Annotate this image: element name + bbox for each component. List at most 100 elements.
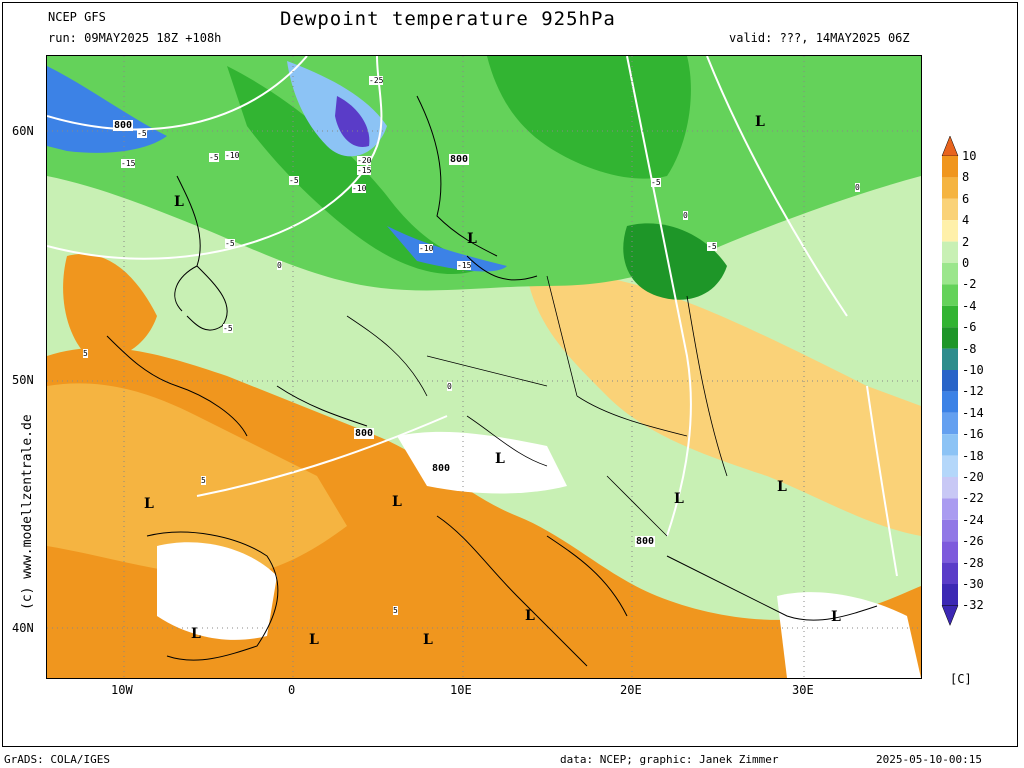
low-marker: L — [309, 632, 319, 648]
lat-label: 60N — [12, 124, 34, 138]
legend-swatch — [942, 156, 958, 178]
legend-tick-label: 2 — [962, 234, 970, 249]
contour-line — [626, 56, 692, 537]
legend-tick-label: -8 — [962, 341, 977, 356]
legend-swatch — [942, 412, 958, 435]
legend-tick-label: -16 — [962, 427, 984, 442]
legend-swatch — [942, 391, 958, 413]
legend-tick-label: -30 — [962, 577, 984, 591]
legend-tick-label: 10 — [962, 149, 977, 163]
low-marker: L — [495, 451, 505, 467]
height-label: 800 — [113, 120, 134, 131]
contour-label: -10 — [225, 151, 240, 160]
legend-swatch — [942, 284, 958, 306]
height-label: 800 — [431, 463, 452, 474]
contour-label: 5 — [83, 349, 88, 358]
legend-tick-label: -28 — [962, 555, 984, 570]
legend-swatch — [942, 562, 958, 584]
legend-swatch — [942, 241, 958, 263]
legend-swatch — [942, 370, 958, 392]
run-info: run: 09MAY2025 18Z +108h — [48, 31, 222, 45]
contour-label: 5 — [393, 606, 398, 615]
legend-swatch — [942, 455, 958, 477]
low-marker: L — [777, 479, 787, 495]
low-marker: L — [144, 496, 154, 512]
low-marker: L — [755, 114, 765, 130]
legend-tick-label: 8 — [962, 170, 970, 185]
scandinavia-green — [487, 56, 691, 179]
western-warm-patch — [63, 254, 157, 359]
legend-tick-label: -14 — [962, 405, 984, 420]
legend-swatch — [942, 305, 958, 328]
legend-swatch — [942, 220, 958, 242]
model-name: NCEP GFS — [48, 10, 106, 24]
map-svg — [47, 56, 921, 678]
low-marker: L — [525, 608, 535, 624]
legend-swatch — [942, 498, 958, 520]
watermark: (c) www.modellzentrale.de — [20, 414, 35, 610]
height-label: 800 — [449, 154, 470, 165]
legend-tick-label: -18 — [962, 448, 984, 463]
contour-label: -5 — [289, 176, 299, 185]
baltic-dark-green — [623, 223, 727, 300]
legend-swatch — [942, 477, 958, 499]
color-legend — [941, 135, 959, 627]
lat-label: 50N — [12, 373, 34, 387]
contour-line — [47, 56, 383, 260]
legend-tick-label: 4 — [962, 213, 970, 228]
contour-label: 0 — [855, 183, 860, 192]
legend-tick-label: -6 — [962, 320, 977, 335]
figure-frame — [2, 2, 1018, 747]
contour-label: -10 — [352, 184, 367, 193]
low-marker: L — [423, 632, 433, 648]
contour-label: 5 — [201, 476, 206, 485]
lon-label: 30E — [792, 683, 814, 697]
contour-line — [706, 56, 848, 317]
lon-label: 10W — [111, 683, 133, 697]
contour-label: 0 — [683, 211, 688, 220]
legend-swatch — [942, 434, 958, 456]
contour-label: -10 — [419, 244, 434, 253]
borders — [346, 275, 728, 537]
lon-label: 20E — [620, 683, 642, 697]
legend-swatch — [942, 198, 958, 221]
legend-tick-label: -20 — [962, 470, 984, 484]
contour-line — [47, 56, 308, 131]
alps-mask — [397, 431, 567, 494]
norway-purple — [335, 96, 370, 147]
contour-label: -25 — [369, 76, 384, 85]
legend-arrow-top — [941, 135, 959, 157]
yellow-band — [527, 273, 921, 536]
lat-label: 40N — [12, 621, 34, 635]
low-marker: L — [467, 231, 477, 247]
graticule — [47, 56, 921, 678]
lon-label: 0 — [288, 683, 296, 697]
anatolia-mask — [777, 592, 921, 678]
legend-tick-label: -22 — [962, 491, 984, 506]
legend-arrow-bottom — [941, 605, 959, 627]
low-marker: L — [174, 194, 184, 210]
legend-tick-label: -12 — [962, 384, 984, 399]
legend-tick-label: -10 — [962, 363, 984, 377]
legend-tick-label: -4 — [962, 298, 977, 313]
low-marker: L — [831, 609, 841, 625]
contour-label: -5 — [223, 324, 233, 333]
warm-region-2 — [47, 383, 347, 576]
low-marker: L — [392, 494, 402, 510]
contour-line — [866, 385, 898, 577]
legend-tick-label: -2 — [962, 277, 977, 292]
legend-swatch — [942, 541, 958, 563]
legend-tick-label: -32 — [962, 598, 984, 613]
legend-swatch — [942, 584, 958, 606]
low-marker: L — [191, 626, 201, 642]
height-label: 800 — [635, 536, 656, 547]
contour-label: -15 — [121, 159, 136, 168]
legend-swatch — [942, 327, 958, 349]
legend-swatch — [942, 263, 958, 285]
legend-swatch — [942, 348, 958, 370]
footer-credits: data: NCEP; graphic: Janek Zimmer — [560, 753, 779, 766]
dewpoint-map: L L L L L L L L L L L L L 800 800 800 80… — [46, 55, 922, 679]
north-sea-blue — [387, 226, 507, 272]
legend-tick-label: 6 — [962, 191, 970, 206]
contour-label: -20 — [357, 156, 372, 165]
